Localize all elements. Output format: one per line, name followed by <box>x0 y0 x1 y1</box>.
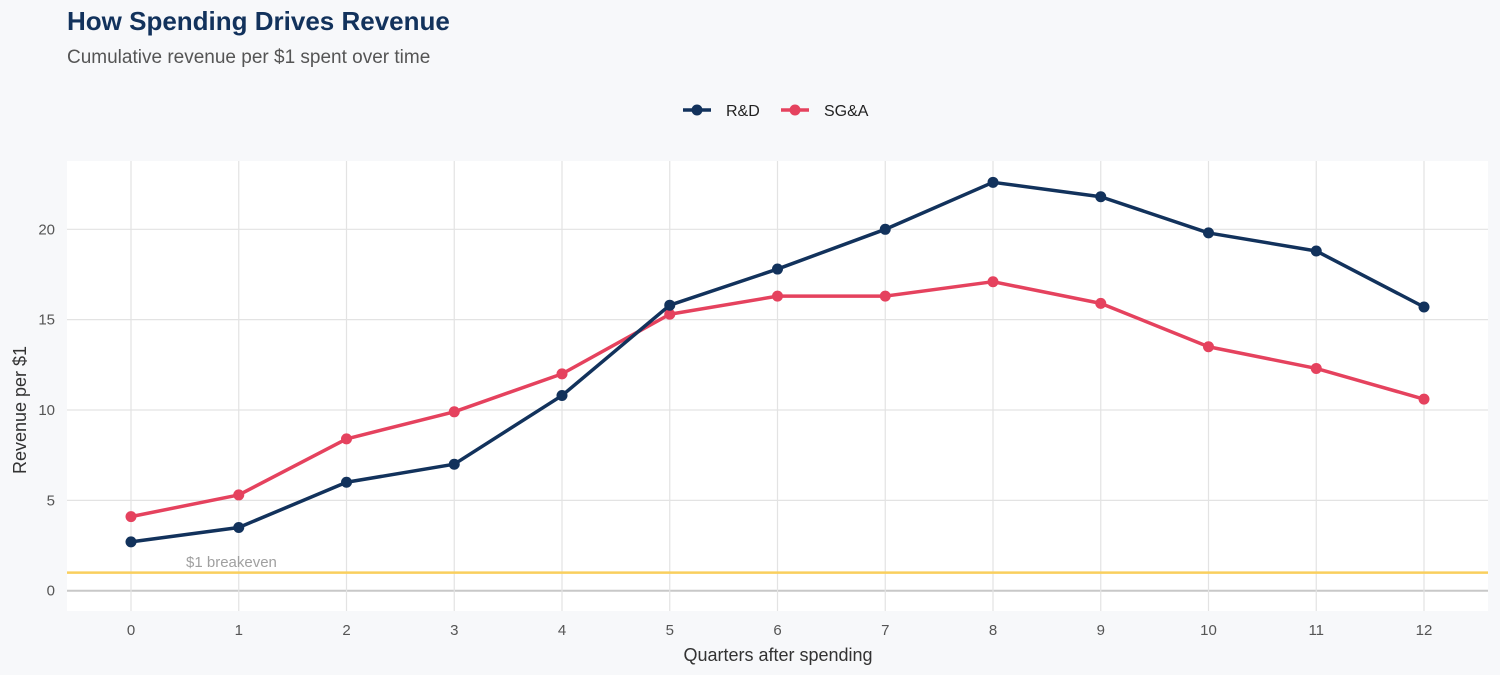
data-point <box>879 223 891 235</box>
data-point <box>1095 297 1107 309</box>
legend-marker <box>691 104 703 116</box>
x-tick-label: 10 <box>1200 622 1217 639</box>
data-point <box>448 458 460 470</box>
data-point <box>1203 341 1214 353</box>
x-tick-label: 7 <box>881 622 889 639</box>
x-tick-label: 6 <box>773 622 781 639</box>
x-tick-label: 1 <box>235 622 243 639</box>
legend-item: SG&A <box>781 103 869 120</box>
data-point <box>125 511 137 523</box>
y-tick-label: 5 <box>47 492 55 509</box>
data-point <box>879 290 891 302</box>
x-tick-label: 0 <box>127 622 135 639</box>
legend-label: R&D <box>726 103 760 120</box>
x-tick-label: 8 <box>989 622 997 639</box>
data-point <box>1310 362 1322 374</box>
data-point <box>1203 227 1214 239</box>
data-point <box>233 489 245 501</box>
data-point <box>341 476 352 488</box>
data-point <box>664 299 676 311</box>
data-point <box>1310 245 1322 257</box>
data-point <box>772 290 783 302</box>
x-tick-label: 2 <box>342 622 350 639</box>
x-axis-label: Quarters after spending <box>683 645 872 665</box>
y-tick-label: 10 <box>38 402 55 419</box>
data-point <box>987 176 999 188</box>
legend-marker <box>789 104 801 116</box>
data-point <box>772 263 783 275</box>
data-point <box>1418 301 1430 313</box>
data-point <box>125 536 137 548</box>
breakeven-label: $1 breakeven <box>186 554 277 571</box>
data-point <box>1095 191 1107 203</box>
data-point <box>448 406 460 418</box>
x-tick-label: 5 <box>666 622 674 639</box>
data-point <box>987 276 999 288</box>
data-point <box>556 368 568 380</box>
chart-subtitle: Cumulative revenue per $1 spent over tim… <box>67 47 431 68</box>
y-axis-label: Revenue per $1 <box>10 346 30 474</box>
x-tick-label: 9 <box>1097 622 1105 639</box>
legend-item: R&D <box>683 103 760 120</box>
data-point <box>664 308 676 320</box>
x-tick-label: 4 <box>558 622 566 639</box>
y-tick-label: 15 <box>38 312 55 329</box>
x-tick-label: 12 <box>1416 622 1433 639</box>
data-point <box>233 521 245 533</box>
y-tick-label: 20 <box>38 221 55 238</box>
x-tick-label: 11 <box>1308 622 1324 639</box>
chart-title: How Spending Drives Revenue <box>67 6 450 36</box>
y-tick-label: 0 <box>47 583 55 600</box>
x-tick-label: 3 <box>450 622 458 639</box>
data-point <box>556 390 568 402</box>
legend-label: SG&A <box>824 103 869 120</box>
data-point <box>1418 393 1430 405</box>
data-point <box>341 433 352 445</box>
